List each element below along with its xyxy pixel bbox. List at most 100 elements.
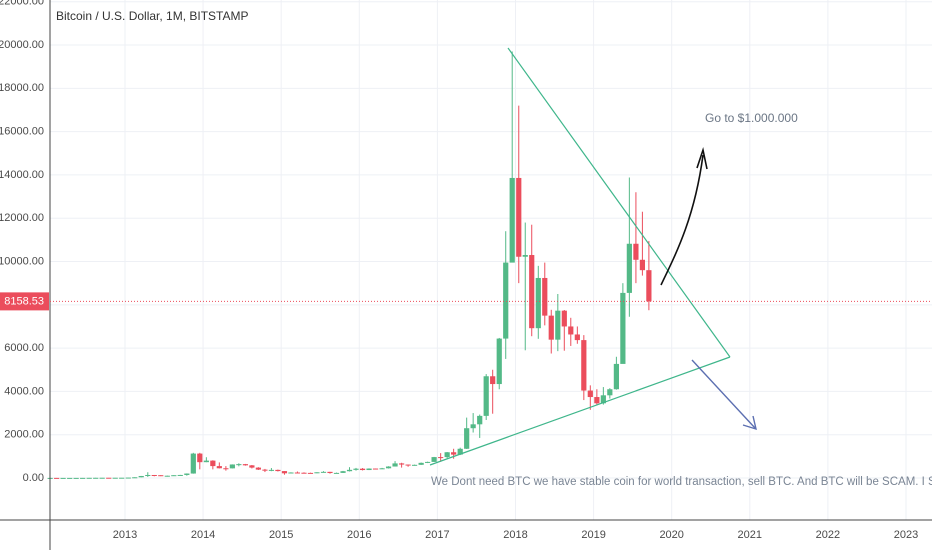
candle-body (314, 472, 320, 474)
candle-body (431, 457, 437, 462)
trend-line (429, 356, 731, 466)
annotation: We Dont need BTC we have stable coin for… (431, 476, 932, 488)
candle-body (54, 477, 60, 479)
candle-body (210, 460, 216, 467)
x-tick-label: 2013 (113, 529, 137, 541)
candle-body (542, 277, 548, 316)
candle-body (626, 243, 632, 293)
candle-body (138, 475, 144, 478)
candle-body (158, 475, 164, 477)
x-tick-label: 2021 (738, 529, 762, 541)
candle-body (60, 477, 66, 479)
grid (50, 0, 932, 520)
y-tick-label: 10000.00 (0, 255, 44, 267)
y-tick-label: 6000.00 (4, 342, 44, 354)
y-tick-label: 22000.00 (0, 0, 44, 8)
candle-body (555, 310, 561, 340)
candle-body (594, 397, 600, 404)
candle-body (470, 424, 476, 429)
x-tick-label: 2020 (659, 529, 683, 541)
candle-body (483, 376, 489, 416)
x-tick-label: 2015 (269, 529, 293, 541)
x-tick-label: 2018 (503, 529, 527, 541)
candle-body (464, 428, 470, 449)
candle-body (372, 468, 379, 470)
arrow-up (660, 154, 704, 286)
candle-body (125, 477, 131, 479)
y-tick-label: 2000.00 (4, 429, 44, 441)
candle-body (216, 466, 222, 469)
candle-body (229, 464, 235, 469)
candle-body (359, 468, 366, 471)
candle-body (535, 277, 541, 329)
last-price-label: 8158.53 (4, 295, 44, 307)
arrow-head (742, 415, 757, 431)
candle-body (281, 471, 288, 474)
candle-body (639, 259, 645, 271)
candle-body (607, 389, 613, 396)
candle-body (477, 415, 483, 425)
candle-body (132, 477, 138, 479)
x-tick-label: 2016 (347, 529, 371, 541)
annotation: Go to $1.000.000 (705, 111, 798, 125)
candle-body (151, 474, 157, 476)
candle-body (223, 468, 229, 470)
candle-body (385, 466, 392, 469)
candle-body (509, 177, 515, 263)
candle-body (242, 464, 249, 466)
candle-body (333, 472, 340, 474)
candle-body (366, 468, 372, 471)
candle-body (99, 477, 105, 479)
candle-body (190, 453, 196, 474)
candle-body (587, 390, 593, 398)
arrow-down (691, 359, 756, 429)
candle-body (496, 338, 502, 385)
candle-body (522, 255, 528, 257)
candle-body (177, 474, 183, 476)
candle-body (301, 472, 307, 474)
candle-body (67, 477, 73, 479)
candle-body (490, 376, 496, 385)
candle-body (164, 475, 170, 477)
candle-body (561, 310, 567, 327)
candle-body (405, 464, 411, 466)
candle-body (503, 262, 509, 339)
candle-body (346, 469, 353, 472)
candle-body (568, 326, 574, 335)
candle-body (646, 270, 652, 302)
candle-body (255, 467, 261, 470)
candle-body (418, 462, 424, 465)
y-tick-label: 4000.00 (4, 385, 44, 397)
candle-body (93, 477, 99, 479)
last-price-box (0, 292, 49, 311)
candle-body (268, 469, 275, 471)
candle-body (451, 452, 457, 455)
x-tick-label: 2017 (425, 529, 449, 541)
trend-line (507, 47, 731, 358)
candle-body (86, 477, 92, 479)
candle-body (613, 363, 619, 390)
candle-body (574, 334, 580, 341)
candle-body (600, 395, 606, 404)
x-tick-label: 2019 (581, 529, 605, 541)
candle-body (438, 457, 444, 459)
x-tick-label: 2014 (191, 529, 215, 541)
candle-body (203, 460, 209, 463)
candle-body (620, 292, 626, 364)
candle-body (529, 255, 535, 329)
candle-body (112, 477, 118, 479)
candle-body (236, 464, 242, 466)
chart-title: Bitcoin / U.S. Dollar, 1M, BITSTAMP (56, 9, 249, 23)
candle-body (119, 477, 125, 479)
x-tick-label: 2023 (894, 529, 918, 541)
candle-body (73, 477, 79, 479)
candle-body (425, 461, 431, 463)
candle-body (197, 453, 203, 463)
candle-body (294, 472, 301, 474)
candle-body (548, 315, 554, 340)
candle-body (262, 469, 268, 471)
candle-body (80, 477, 86, 479)
candle-body (633, 243, 639, 260)
candle-body (411, 464, 418, 466)
